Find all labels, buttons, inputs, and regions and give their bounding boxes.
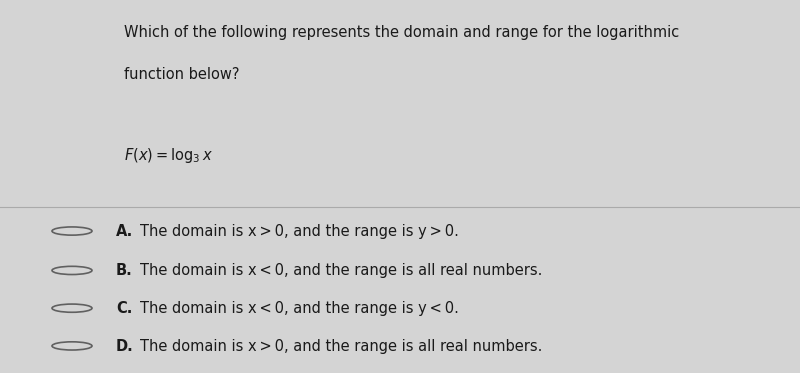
Text: Which of the following represents the domain and range for the logarithmic: Which of the following represents the do… <box>124 25 679 40</box>
Text: B.: B. <box>116 263 133 278</box>
Text: The domain is x < 0, and the range is all real numbers.: The domain is x < 0, and the range is al… <box>140 263 542 278</box>
Text: C.: C. <box>116 301 132 316</box>
Text: The domain is x < 0, and the range is y < 0.: The domain is x < 0, and the range is y … <box>140 301 459 316</box>
Text: $F(x) = \log_3 x$: $F(x) = \log_3 x$ <box>124 146 213 165</box>
Text: A.: A. <box>116 224 134 239</box>
Text: function below?: function below? <box>124 67 239 82</box>
Text: The domain is x > 0, and the range is y > 0.: The domain is x > 0, and the range is y … <box>140 224 459 239</box>
Text: D.: D. <box>116 339 134 354</box>
Text: The domain is x > 0, and the range is all real numbers.: The domain is x > 0, and the range is al… <box>140 339 542 354</box>
